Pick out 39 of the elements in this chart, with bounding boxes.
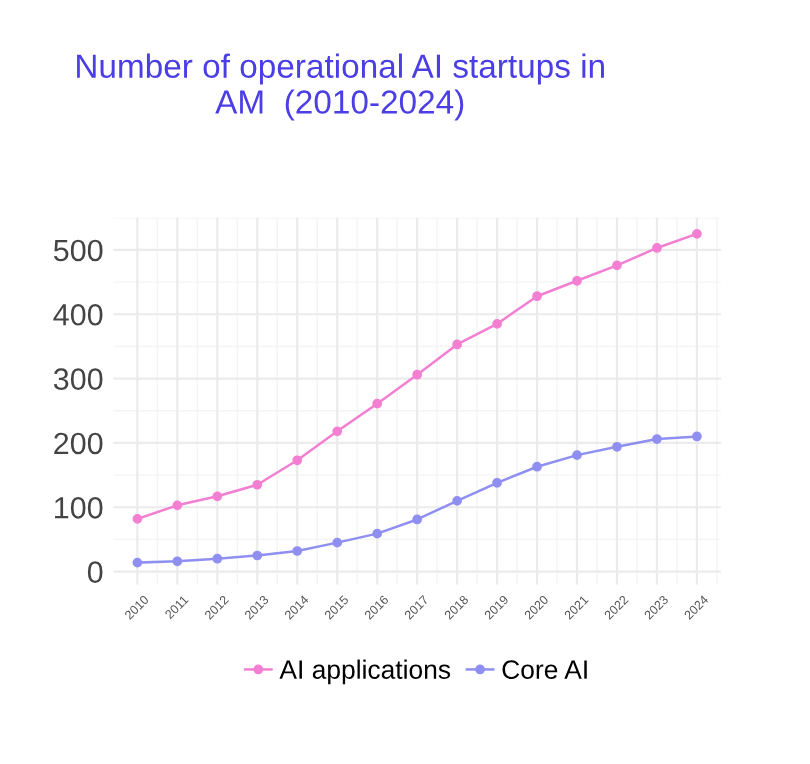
point (612, 260, 622, 271)
point (252, 550, 263, 561)
point (412, 514, 423, 525)
point (212, 553, 223, 564)
point (492, 477, 502, 488)
point (532, 461, 542, 472)
point (372, 528, 383, 539)
point (212, 491, 223, 502)
point (372, 398, 383, 409)
chart-title: Number of operational AI startups in AM (2010-2024) (77, 53, 604, 121)
point (172, 556, 183, 567)
y-tick-label: 100 (55, 496, 103, 519)
point (452, 339, 462, 350)
legend-label: AI applications (279, 659, 451, 685)
point (692, 431, 702, 442)
point (452, 495, 462, 506)
point (692, 228, 702, 239)
point (132, 557, 143, 568)
point (572, 275, 582, 286)
y-tick-label: 300 (53, 368, 103, 390)
y-tick-label: 400 (53, 303, 103, 326)
y-tick-label: 500 (53, 239, 103, 262)
point (292, 455, 303, 466)
point (532, 291, 542, 302)
point (332, 426, 343, 437)
point (612, 441, 622, 452)
point (292, 546, 303, 556)
point (572, 450, 582, 460)
point (652, 243, 662, 253)
point (332, 537, 343, 548)
point (492, 319, 502, 329)
point (252, 479, 263, 490)
y-tick-label: 0 (87, 561, 103, 583)
point (412, 369, 423, 380)
point (172, 500, 183, 511)
point (652, 434, 662, 444)
y-tick-label: 200 (54, 432, 103, 455)
point (132, 513, 143, 524)
legend-label: Core AI (502, 660, 587, 679)
